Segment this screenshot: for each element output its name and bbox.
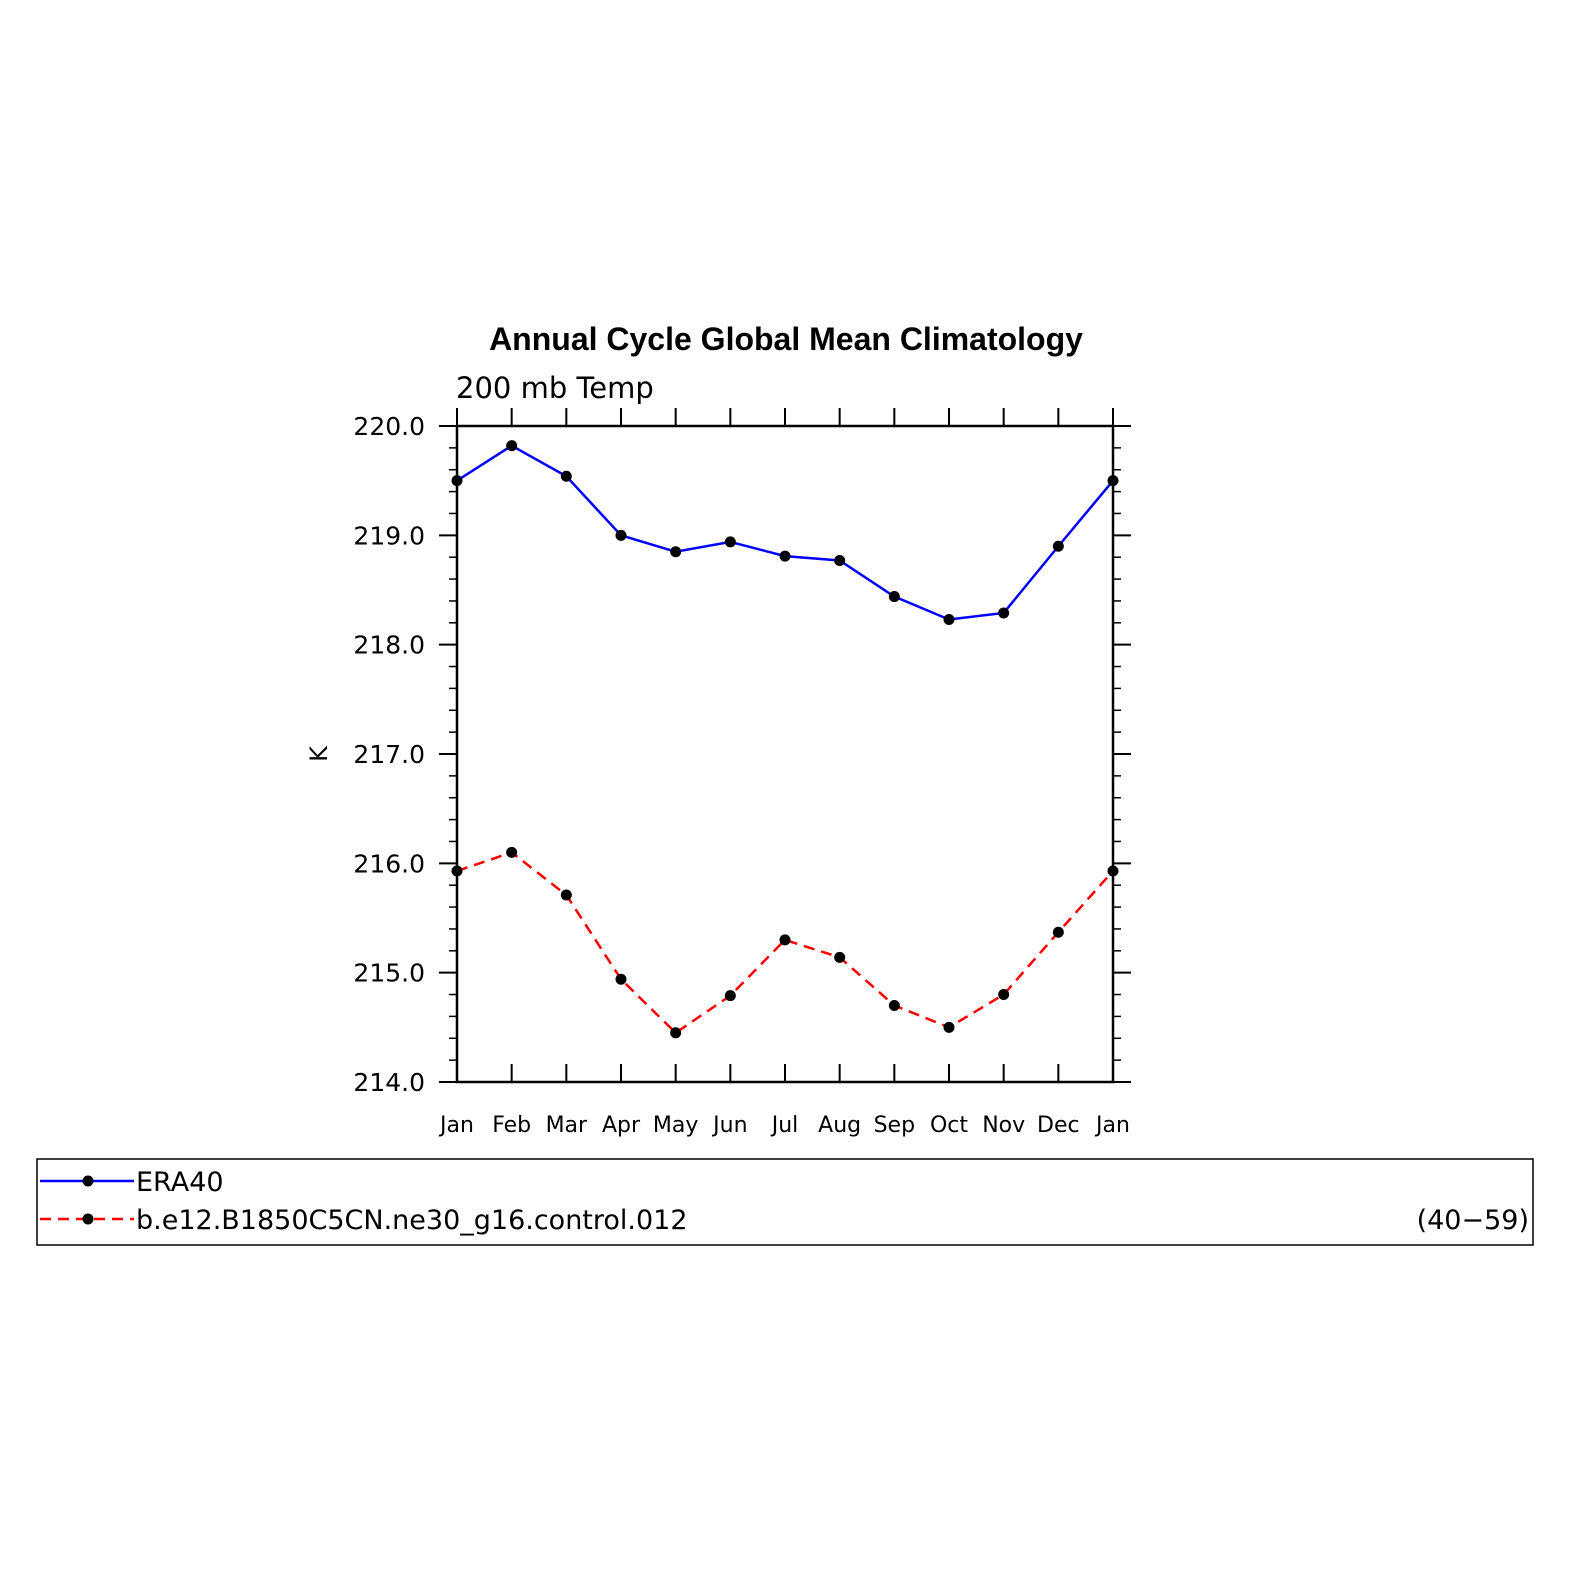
chart-subtitle: 200 mb Temp	[456, 371, 654, 405]
y-tick-label: 218.0	[353, 631, 425, 660]
plot-axes: 214.0 215.0 216.0 217.0 218.0 219.0 220.0 Jan Fe…	[353, 408, 1131, 1138]
series-1-point	[998, 607, 1010, 619]
legend-marker-2	[82, 1213, 94, 1225]
y-tick-label: 214.0	[353, 1068, 425, 1097]
legend-years-label: (40−59)	[1417, 1205, 1529, 1236]
legend-marker-1	[82, 1175, 94, 1187]
x-tick-label: Nov	[982, 1113, 1025, 1138]
y-tick-label: 219.0	[353, 521, 425, 550]
series-layer	[451, 440, 1119, 1039]
series-line-1	[456, 444, 1114, 621]
x-tick-label: Mar	[546, 1113, 588, 1138]
series-1-point	[615, 529, 627, 541]
series-1-point	[724, 536, 736, 548]
x-tick-label: Jan	[438, 1113, 474, 1138]
series-1-point	[943, 614, 955, 626]
x-tick-label: Feb	[492, 1113, 531, 1138]
legend-label-1: ERA40	[136, 1167, 224, 1198]
series-2-point	[888, 999, 900, 1011]
x-tick-label: Aug	[818, 1113, 861, 1138]
plot-frame	[455, 424, 1115, 1084]
legend-box	[36, 1158, 1534, 1246]
chart-title: Annual Cycle Global Mean Climatology	[489, 321, 1083, 357]
series-2-point	[779, 934, 791, 946]
y-tick-label: 216.0	[353, 849, 425, 878]
series-2-point	[670, 1027, 682, 1039]
series-2-point	[1052, 926, 1064, 938]
series-2-point	[560, 889, 572, 901]
series-1-point	[451, 475, 463, 487]
legend: ERA40 b.e12.B1850C5CN.ne30_g16.control.01…	[40, 1167, 1529, 1236]
series-1-point	[1052, 540, 1064, 552]
series-2-point	[506, 846, 518, 858]
legend-label-2: b.e12.B1850C5CN.ne30_g16.control.012	[136, 1205, 688, 1236]
y-tick-label: 220.0	[353, 412, 425, 441]
series-1-point	[1107, 475, 1119, 487]
x-tick-label: Apr	[602, 1113, 641, 1138]
y-tick-label: 217.0	[353, 740, 425, 769]
y-tick-label: 215.0	[353, 959, 425, 988]
x-tick-label: Jan	[1094, 1113, 1130, 1138]
series-2-point	[1107, 865, 1119, 877]
series-2-point	[724, 990, 736, 1002]
x-tick-label: Oct	[930, 1113, 968, 1138]
x-tick-label: Jun	[711, 1113, 747, 1138]
series-2-point	[834, 951, 846, 963]
x-tick-label: May	[653, 1113, 698, 1138]
x-tick-label: Dec	[1037, 1113, 1080, 1138]
y-axis-label: K	[305, 745, 333, 762]
series-1-point	[560, 470, 572, 482]
series-2-point	[451, 865, 463, 877]
series-1-point	[888, 591, 900, 603]
series-2-point	[998, 989, 1010, 1001]
x-tick-label: Sep	[874, 1113, 915, 1138]
series-1-point	[779, 550, 791, 562]
series-2-point	[615, 973, 627, 985]
x-tick-label: Jul	[770, 1113, 799, 1138]
series-1-point	[834, 554, 846, 566]
series-1-point	[670, 546, 682, 558]
series-1-point	[506, 440, 518, 452]
series-2-point	[943, 1021, 955, 1033]
